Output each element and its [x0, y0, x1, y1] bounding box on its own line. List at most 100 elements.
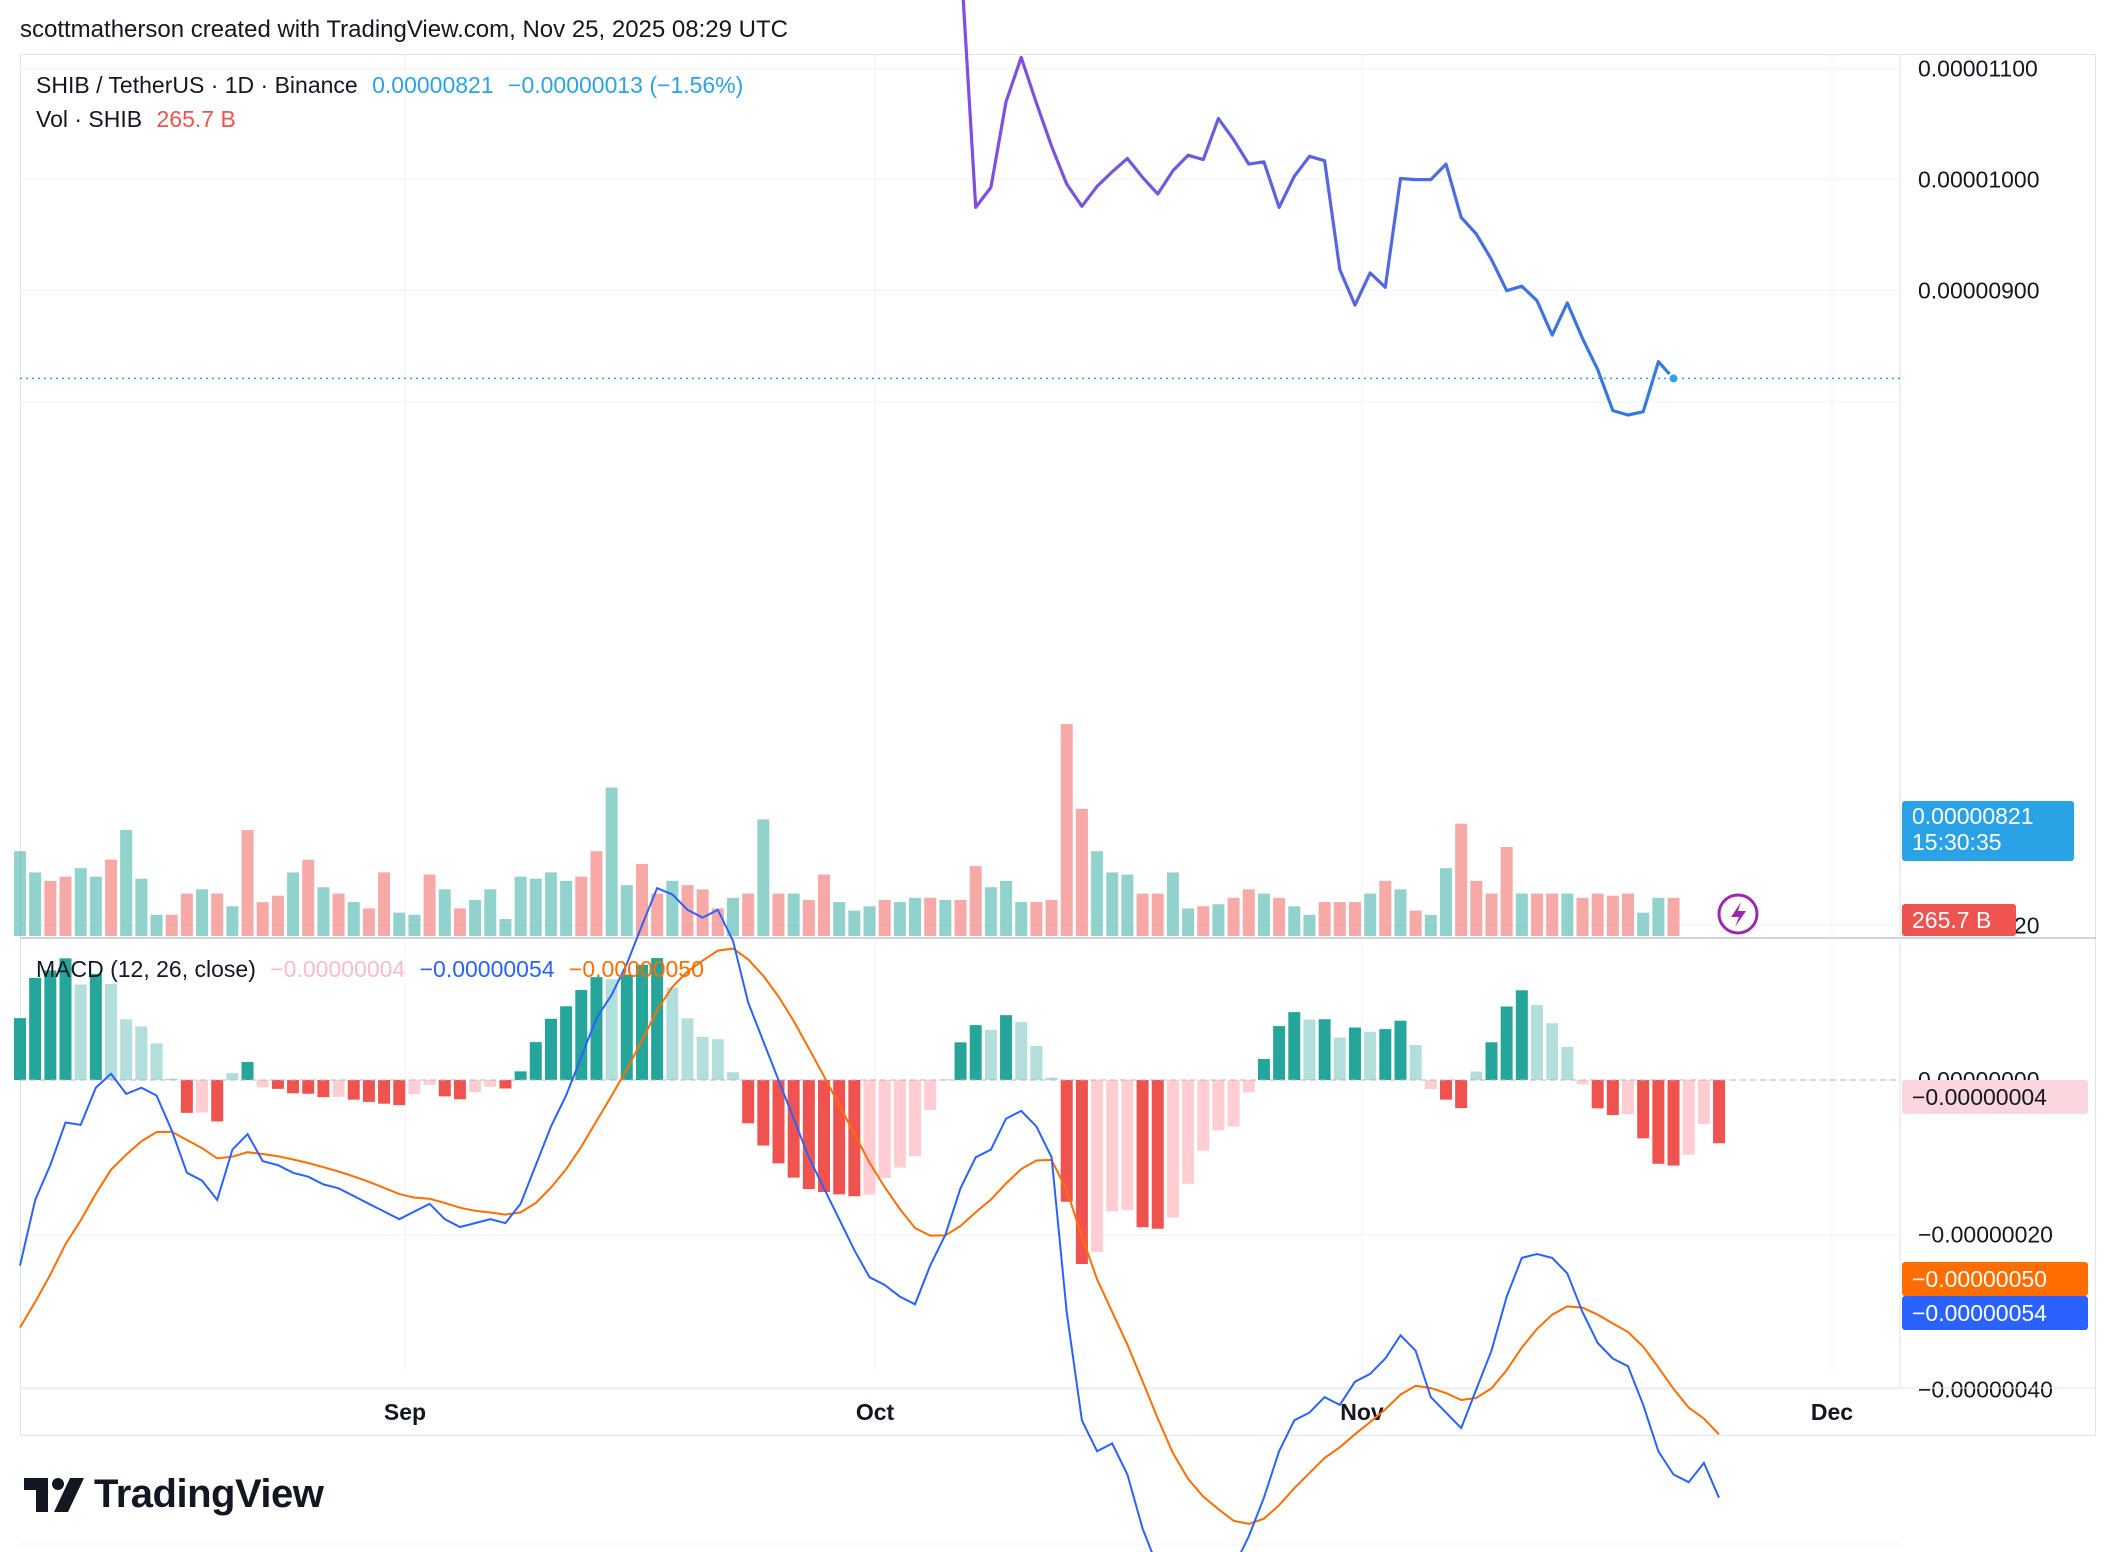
volume-bar [514, 876, 527, 936]
volume-bar [742, 893, 755, 936]
macd-hist-bar [590, 977, 603, 1080]
volume-bar [1015, 902, 1028, 936]
macd-hist-bar [150, 1043, 163, 1080]
macd-hist-value: −0.00000004 [270, 956, 406, 982]
volume-bar [939, 899, 952, 936]
volume-bar [590, 851, 603, 936]
macd-hist-bar [1622, 1080, 1635, 1115]
macd-hist-bar [742, 1080, 755, 1124]
volume-bar [696, 889, 709, 936]
macd-hist-bar [1091, 1080, 1104, 1252]
macd-hist-bar [1424, 1080, 1437, 1090]
volume-bar [833, 902, 846, 936]
macd-hist-bar [393, 1080, 406, 1106]
last-price: 0.00000821 [372, 72, 494, 98]
macd-hist-bar [1439, 1080, 1452, 1100]
volume-bar [469, 899, 482, 936]
macd-hist-bar [1409, 1044, 1422, 1080]
macd-hist-bar [29, 977, 42, 1080]
macd-signal-line [19, 947, 1720, 1525]
volume-bar [575, 876, 588, 936]
volume-bar [954, 899, 967, 936]
macd-hist-bar [453, 1080, 466, 1100]
macd-hist-bar [954, 1042, 967, 1080]
macd-line [19, 886, 1720, 1552]
volume-bar [1531, 893, 1543, 936]
macd-hist-bar [1015, 1021, 1028, 1080]
macd-hist-bar [1652, 1080, 1665, 1164]
macd-hist-bar [44, 970, 57, 1080]
volume-bar [317, 887, 330, 936]
macd-hist-bar [256, 1080, 269, 1088]
macd-hist-bar [196, 1080, 209, 1113]
volume-bar [44, 880, 57, 936]
macd-label[interactable]: MACD (12, 26, close) [36, 956, 256, 982]
volume-bar [105, 859, 118, 936]
macd-hist-bar [302, 1080, 315, 1094]
symbol-label[interactable]: SHIB / TetherUS · 1D · Binance [36, 72, 358, 98]
macd-hist-bar [848, 1080, 861, 1197]
macd-hist-bar [726, 1072, 739, 1080]
volume-bar [666, 880, 679, 936]
volume-bar [1060, 724, 1073, 936]
macd-hist-bar [560, 1006, 573, 1080]
time-tick-label: Oct [856, 1399, 895, 1425]
volume-bar [89, 876, 102, 936]
macd-hist-bar [1485, 1042, 1498, 1080]
macd-hist-bar [271, 1080, 284, 1089]
macd-hist-bar [1364, 1031, 1377, 1080]
macd-hist-bar [1257, 1059, 1270, 1080]
macd-hist-bar [1667, 1080, 1680, 1166]
volume-bar [787, 893, 800, 936]
volume-bar [1591, 893, 1604, 936]
macd-hist-bar [893, 1080, 906, 1168]
volume-bar [757, 819, 770, 936]
macd-hist-bar [241, 1061, 254, 1080]
volume-bar [802, 899, 815, 936]
volume-bar [893, 902, 906, 936]
macd-hist-bar [605, 979, 618, 1080]
volume-bar [1576, 897, 1589, 936]
volume-bar [651, 893, 664, 936]
volume-bar [256, 902, 269, 936]
macd-signal-value: −0.00000050 [568, 956, 704, 982]
volume-bar [1242, 889, 1255, 936]
volume-bar [196, 889, 209, 936]
macd-hist-bar [1591, 1080, 1604, 1109]
macd-hist-bar [1637, 1080, 1650, 1139]
macd-hist-bar [984, 1029, 997, 1080]
price-tag-value: 0.00000821 [1912, 803, 2034, 829]
macd-hist-tag: −0.00000004 [1902, 1080, 2088, 1114]
volume-bar [1318, 902, 1331, 936]
volume-label[interactable]: Vol · SHIB [36, 106, 143, 132]
macd-hist-bar [969, 1025, 982, 1080]
volume-bar [1166, 872, 1179, 936]
chart-frame [20, 54, 2096, 1436]
volume-bar [302, 859, 315, 936]
macd-hist-bar [89, 973, 102, 1080]
volume-bar [484, 889, 497, 936]
macd-signal-tag: −0.00000050 [1902, 1262, 2088, 1296]
macd-hist-bar [1197, 1080, 1210, 1151]
volume-bar [863, 906, 876, 936]
price-legend: SHIB / TetherUS · 1D · Binance 0.0000082… [36, 72, 751, 99]
volume-bar [878, 899, 891, 936]
volume-bar [408, 914, 421, 936]
volume-bar [423, 874, 436, 936]
volume-bar [1212, 904, 1225, 936]
volume-bar [226, 906, 239, 936]
macd-hist-bar [909, 1080, 922, 1157]
volume-bar [1606, 895, 1619, 936]
macd-hist-bar [1303, 1019, 1316, 1080]
macd-hist-bar [1606, 1080, 1619, 1116]
volume-bar [1121, 874, 1134, 936]
macd-hist-bar [1531, 1005, 1543, 1080]
tradingview-logo[interactable]: TradingView [24, 1472, 324, 1517]
macd-hist-bar [1713, 1080, 1726, 1144]
macd-hist-bar [211, 1080, 224, 1122]
volume-bar [1409, 910, 1422, 936]
macd-hist-bar [1394, 1020, 1407, 1080]
volume-bar [818, 874, 831, 936]
macd-hist-bar [74, 984, 87, 1080]
